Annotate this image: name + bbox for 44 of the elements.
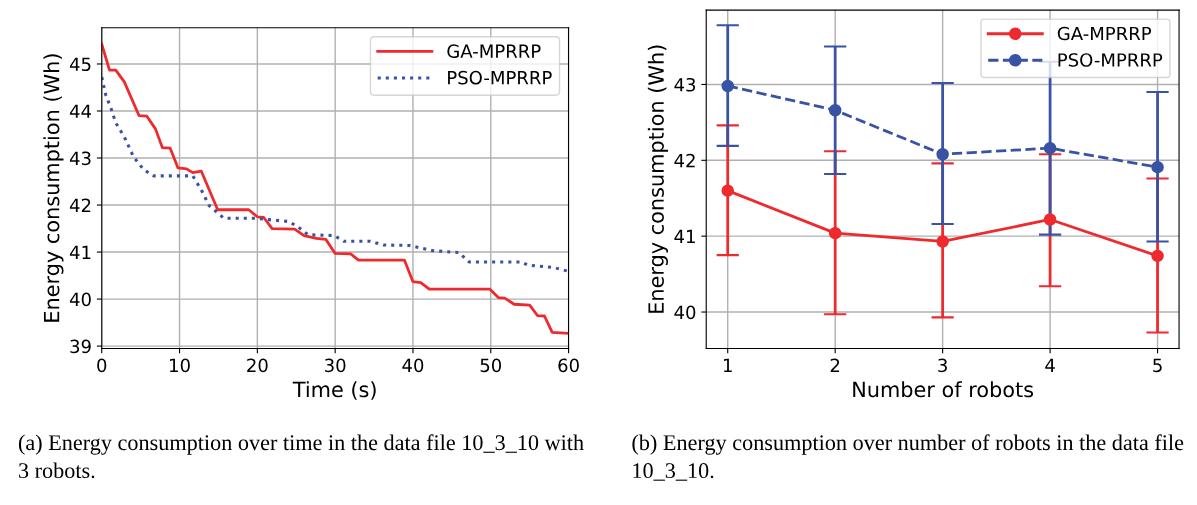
x-tick-label: 3 <box>938 358 947 373</box>
legend-label: GA-MPRRP <box>447 44 541 58</box>
y-axis-title: Energy consumption (Wh) <box>647 45 668 313</box>
y-tick-label: 40 <box>674 305 696 320</box>
point <box>721 184 734 197</box>
legend-label: PSO-MPRRP <box>1058 53 1163 67</box>
text: (a) Energy consumption over time in the data file 10_3_10 with 3 robots. <box>18 434 584 479</box>
y-tick-label: 41 <box>674 229 695 244</box>
legend-label: PSO-MPRRP <box>448 70 552 85</box>
x-tick-label: 20 <box>247 358 268 373</box>
point <box>1151 249 1164 263</box>
x-axis-title: Number of robots <box>853 381 1034 398</box>
x-tick-label: 0 <box>97 358 107 373</box>
y-tick-label: 41 <box>69 245 91 259</box>
point <box>1043 141 1057 155</box>
x-tick-label: 1 <box>723 358 732 372</box>
y-tick-label: 42 <box>674 153 695 168</box>
point <box>828 103 842 117</box>
y-tick-label: 43 <box>69 151 91 166</box>
point <box>828 226 842 240</box>
x-tick-label: 60 <box>558 358 579 373</box>
x-tick-label: 4 <box>1045 358 1055 372</box>
x-tick-label: 5 <box>1153 358 1162 373</box>
x-tick-label: 2 <box>830 358 840 372</box>
x-axis-title: Time (s) <box>292 381 376 400</box>
x-tick-label: 50 <box>480 358 502 373</box>
point <box>936 235 949 248</box>
point <box>936 147 949 161</box>
x-tick-label: 40 <box>402 358 424 373</box>
point <box>1151 160 1164 174</box>
x-tick-label: 10 <box>170 358 190 373</box>
y-tick-label: 44 <box>69 104 92 118</box>
y-tick-label: 42 <box>69 198 91 212</box>
y-tick-label: 40 <box>69 292 91 307</box>
text: (b) Energy consumption over number of robots in the data file 10_3_10. <box>632 434 1184 481</box>
y-tick-label: 43 <box>674 77 696 92</box>
point <box>721 79 734 93</box>
x-tick-label: 30 <box>325 358 346 373</box>
y-axis-title: Energy consumption (Wh) <box>43 54 64 322</box>
y-tick-label: 45 <box>69 57 91 72</box>
y-tick-label: 39 <box>70 339 91 354</box>
line-series <box>101 42 569 335</box>
legend-label: GA-MPRRP <box>1057 26 1152 41</box>
point <box>1043 213 1057 226</box>
